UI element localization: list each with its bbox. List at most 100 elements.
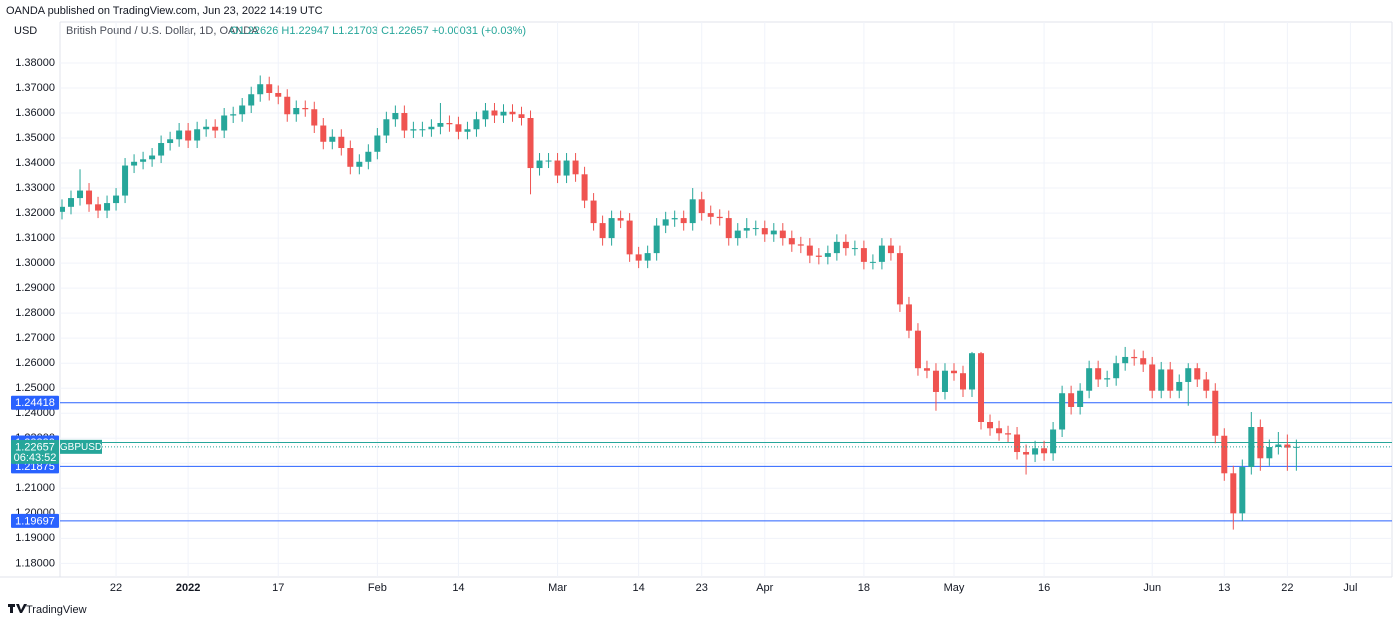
candle-body [653,225,660,254]
logo-mark [8,604,27,613]
candle-body [266,84,273,93]
chart-title: British Pound / U.S. Dollar, 1D, OANDA [66,25,259,37]
candle-body [896,253,903,305]
candle-body [590,200,597,224]
candle-body [599,223,606,239]
candle-body [554,160,561,176]
candle-body [806,245,813,256]
x-tick-label: 17 [272,582,284,594]
candle-body [1068,393,1075,407]
candle-body [185,130,192,141]
candle-body [212,126,219,131]
candle-body [140,159,147,162]
y-tick-label: 1.18000 [15,557,55,569]
candle-body [158,143,165,156]
candle-body [680,218,687,224]
y-tick-label: 1.26000 [15,357,55,369]
candle-body [1257,427,1264,459]
plot-area [60,22,1392,577]
y-tick-label: 1.29000 [15,282,55,294]
candle-body [662,219,669,226]
y-tick-label: 1.33000 [15,182,55,194]
candle-body [1158,369,1165,391]
x-tick-label: 14 [633,582,645,594]
y-tick-label: 1.32000 [15,207,55,219]
candle-body [608,218,615,239]
candle-body [536,160,543,169]
candle-body [725,218,732,239]
candle-body [788,238,795,245]
candle-body [1185,368,1192,382]
candle-body [338,136,345,149]
x-tick-label: Apr [756,582,773,594]
candle-body [509,111,516,115]
candle-body [698,199,705,214]
candle-body [122,165,129,196]
candle-body [104,203,111,211]
x-tick-label: Jul [1343,582,1357,594]
candle-body [1230,473,1237,514]
candle-body [1095,368,1102,380]
y-tick-label: 1.36000 [15,107,55,119]
candle-body [1032,448,1039,455]
candle-body [527,118,534,169]
candle-body [1149,364,1156,391]
candle-body [347,148,354,167]
y-tick-label: 1.35000 [15,132,55,144]
x-tick-label: 23 [696,582,708,594]
candle-body [221,115,228,131]
candle-body [473,119,480,130]
x-tick-label: 13 [1218,582,1230,594]
candle-body [734,230,741,239]
logo [8,604,27,613]
candle-body [824,253,831,257]
last-price-bg [11,439,59,464]
candle-body [320,125,327,142]
y-tick-label: 1.30000 [15,257,55,269]
candle-body [284,96,291,115]
candle-body [671,218,678,220]
candle-body [689,199,696,224]
candle-body [617,218,624,221]
candle-body [978,353,985,422]
countdown: 06:43:52 [14,452,57,464]
candle-body [60,206,65,212]
candle-body [1194,368,1201,380]
candle-body [149,155,156,160]
candle-body [797,244,804,246]
y-tick-label: 1.27000 [15,332,55,344]
x-tick-label: 14 [452,582,464,594]
candle-body [1122,356,1129,364]
candle-body [491,110,498,116]
candle-body [1041,448,1048,454]
candle-body [77,190,84,199]
ohlc-readout: O1.22626 H1.22947 L1.21703 C1.22657 +0.0… [230,25,526,37]
x-tick-label: May [944,582,965,594]
candle-body [1059,393,1066,430]
candle-body [941,370,948,392]
candle-body [1086,368,1093,391]
candle-body [437,123,444,127]
candle-body [1167,369,1174,391]
candle-body [1113,363,1120,379]
candle-body [563,160,570,176]
candle-body [302,107,309,110]
candle-body [1212,390,1219,436]
y-tick-label: 1.28000 [15,307,55,319]
candle-body [293,107,300,115]
candle-body [770,230,777,235]
candle-body [635,254,642,261]
candle-body [869,261,876,263]
candle-body [716,216,723,219]
last-price-label: 1.22657 [15,441,55,453]
candle-body [194,129,201,141]
candle-body [95,204,102,211]
candle-body [248,94,255,106]
candle-body [401,112,408,131]
candle-body [887,245,894,254]
x-tick-label: Mar [548,582,567,594]
candle-body [1131,356,1138,359]
